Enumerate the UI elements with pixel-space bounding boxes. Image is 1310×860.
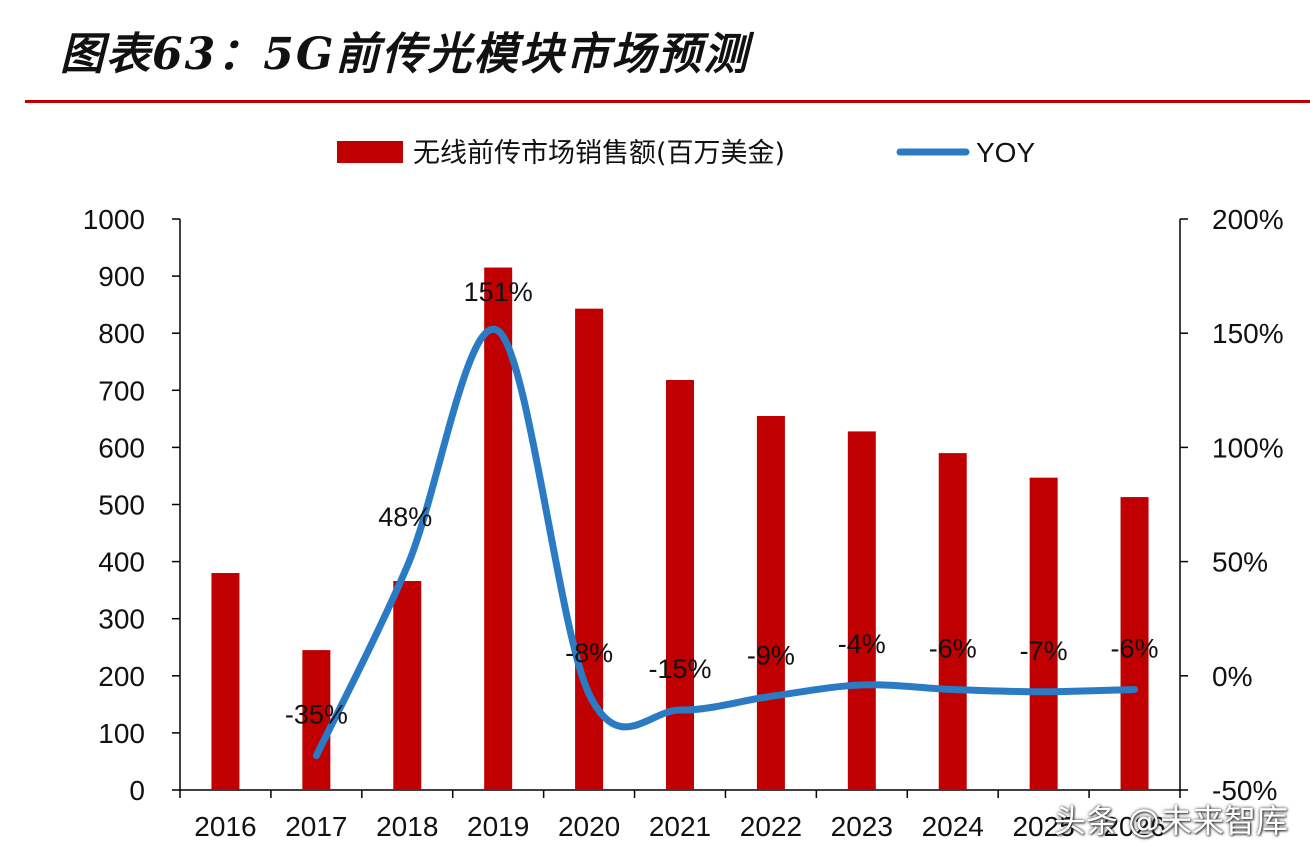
- bar: [666, 380, 694, 790]
- y-left-tick-label: 1000: [83, 204, 145, 235]
- x-tick-label: 2026: [1103, 811, 1165, 842]
- x-tick-label: 2016: [194, 811, 256, 842]
- bar: [211, 573, 240, 790]
- y-left-tick-label: 900: [98, 261, 145, 292]
- x-tick-label: 2025: [1012, 811, 1074, 842]
- bar: [938, 453, 967, 790]
- x-tick-label: 2023: [831, 811, 893, 842]
- y-left-tick-label: 500: [98, 490, 145, 521]
- chart-title: 图表63：5G前传光模块市场预测: [60, 29, 750, 80]
- yoy-data-label: -15%: [648, 654, 711, 684]
- bars-group: [211, 267, 1149, 790]
- yoy-data-label: 48%: [378, 502, 432, 532]
- yoy-data-label: -8%: [565, 638, 613, 668]
- y-left-tick-label: 800: [98, 318, 145, 349]
- y-right-tick-label: 200%: [1212, 204, 1284, 235]
- y-left-tick-label: 700: [98, 375, 145, 406]
- legend-line-label: YOY: [976, 137, 1035, 168]
- x-tick-label: 2020: [558, 811, 620, 842]
- y-left-tick-label: 200: [98, 661, 145, 692]
- bar: [1120, 497, 1149, 790]
- yoy-line: [312, 325, 1139, 760]
- yoy-data-label: -6%: [1111, 634, 1159, 664]
- bar: [1029, 477, 1058, 790]
- yoy-data-label: -7%: [1020, 636, 1068, 666]
- yoy-line-group: [312, 325, 1139, 760]
- y-left-tick-label: 300: [98, 604, 145, 635]
- y-right-tick-label: 100%: [1212, 432, 1284, 463]
- title-divider: [25, 100, 1310, 103]
- y-right-tick-label: -50%: [1212, 775, 1277, 806]
- watermark: 头条 @未来智库: [1053, 802, 1288, 840]
- x-tick-label: 2022: [740, 811, 802, 842]
- bar: [847, 431, 876, 790]
- data-labels-group: -35% 48% 151% -8% -15% -9% -4% -6% -7% -6%: [285, 277, 1159, 730]
- y-left-tick-label: 0: [129, 775, 145, 806]
- y-right-tick-label: 50%: [1212, 547, 1268, 578]
- x-tick-label: 2024: [922, 811, 984, 842]
- y-right-tick-label: 0%: [1212, 661, 1252, 692]
- yoy-data-label: -9%: [747, 640, 795, 670]
- legend: 无线前传市场销售额(百万美金) YOY: [337, 137, 1035, 169]
- legend-bar-swatch: [337, 141, 403, 163]
- x-tick-label: 2017: [285, 811, 347, 842]
- y-left-tick-label: 400: [98, 547, 145, 578]
- yoy-data-label: 151%: [464, 277, 533, 307]
- bar: [393, 581, 422, 790]
- x-tick-label: 2018: [376, 811, 438, 842]
- legend-bar-label: 无线前传市场销售额(百万美金): [413, 138, 785, 169]
- yoy-data-label: -6%: [929, 634, 977, 664]
- axes-group: 0 100 200 300 400 500 600 700 800 900 1000 -50% 0% 50…: [83, 204, 1284, 842]
- bar: [484, 267, 513, 790]
- bar: [575, 308, 604, 790]
- y-left-tick-label: 600: [98, 432, 145, 463]
- y-right-tick-label: 150%: [1212, 318, 1284, 349]
- yoy-data-label: -35%: [285, 700, 348, 730]
- y-left-tick-label: 100: [98, 718, 145, 749]
- x-tick-label: 2021: [649, 811, 711, 842]
- x-tick-label: 2019: [467, 811, 529, 842]
- bar: [302, 650, 331, 790]
- yoy-data-label: -4%: [838, 629, 886, 659]
- bar: [756, 415, 785, 790]
